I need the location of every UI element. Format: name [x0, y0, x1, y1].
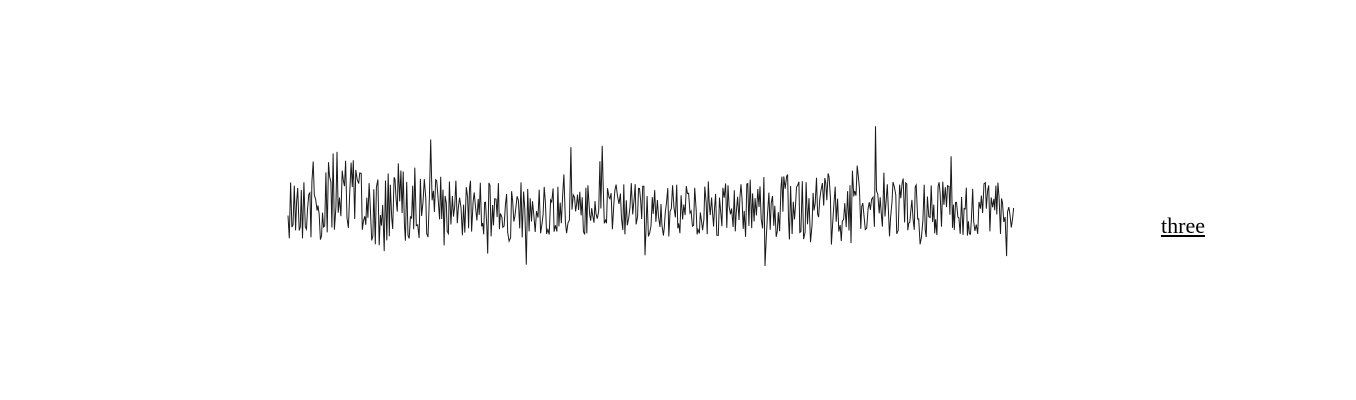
waveform-trace [287, 126, 1015, 267]
audio-waveform-icon [287, 126, 1015, 267]
label-link[interactable]: three [1161, 213, 1205, 238]
